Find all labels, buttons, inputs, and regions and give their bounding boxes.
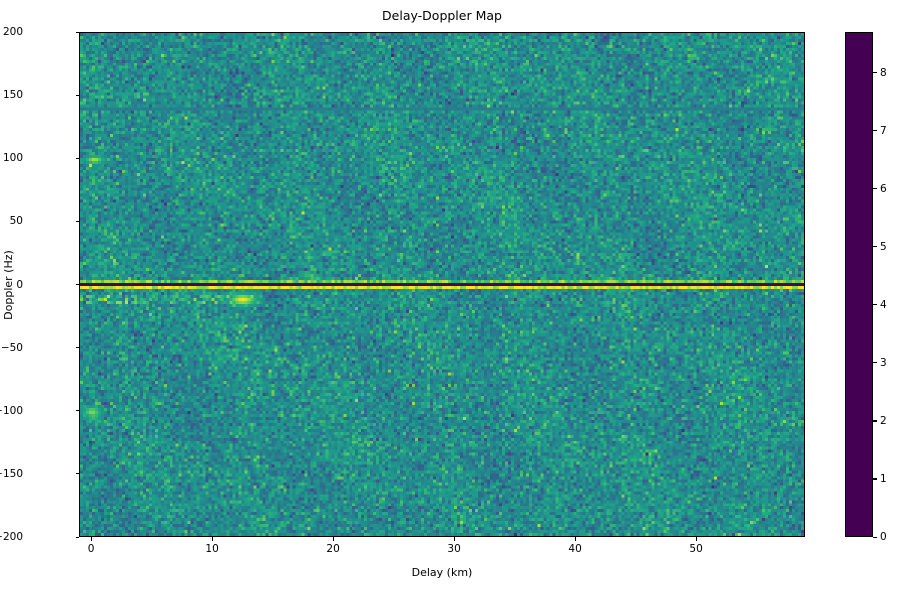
x-axis-label: Delay (km) (411, 566, 473, 579)
x-tick-mark (332, 537, 334, 541)
x-tick-mark (90, 537, 92, 541)
page-title: Delay-Doppler Map (382, 8, 502, 23)
colorbar-tick-mark (873, 304, 877, 306)
x-tick-label: 30 (447, 543, 461, 555)
y-tick-mark (75, 410, 79, 412)
x-tick-label: 20 (326, 543, 340, 555)
y-tick-mark (75, 220, 79, 222)
x-tick-mark (211, 537, 213, 541)
colorbar-tick-label: 0 (880, 531, 887, 543)
y-tick-label: 150 (2, 89, 23, 102)
delay-doppler-heatmap[interactable] (79, 32, 805, 537)
colorbar-tick-label: 1 (880, 472, 887, 485)
y-tick-label: −50 (0, 341, 23, 354)
colorbar-tick-label: 3 (880, 356, 887, 369)
heatmap-image (80, 33, 804, 536)
y-tick-mark (75, 473, 79, 475)
colorbar-tick-mark (873, 362, 877, 364)
colorbar-tick-mark (873, 188, 877, 190)
y-tick-mark (75, 536, 79, 538)
colorbar-tick-mark (873, 246, 877, 248)
x-tick-mark (453, 537, 455, 541)
colorbar[interactable] (845, 32, 873, 537)
y-tick-label: 0 (16, 278, 23, 291)
y-tick-mark (75, 94, 79, 96)
x-tick-label: 50 (689, 543, 703, 555)
y-tick-label: 200 (2, 26, 23, 38)
y-tick-mark (75, 347, 79, 349)
colorbar-tick-label: 8 (880, 66, 887, 79)
colorbar-tick-label: 7 (880, 124, 887, 137)
y-tick-label: 50 (9, 215, 23, 228)
y-tick-label: −200 (0, 531, 23, 543)
x-tick-mark (574, 537, 576, 541)
y-tick-label: −150 (0, 467, 23, 480)
y-tick-mark (75, 284, 79, 286)
colorbar-gradient (846, 33, 872, 536)
colorbar-tick-mark (873, 536, 877, 538)
x-tick-label: 0 (87, 543, 95, 555)
colorbar-tick-mark (873, 420, 877, 422)
y-tick-label: 100 (2, 152, 23, 165)
y-tick-mark (75, 31, 79, 33)
x-tick-label: 40 (568, 543, 582, 555)
y-tick-label: −100 (0, 404, 23, 417)
y-axis-label: Doppler (Hz) (2, 250, 15, 320)
colorbar-tick-mark (873, 72, 877, 74)
colorbar-tick-label: 4 (880, 298, 887, 311)
colorbar-tick-label: 5 (880, 240, 887, 253)
y-tick-mark (75, 157, 79, 159)
x-tick-mark (695, 537, 697, 541)
x-tick-label: 10 (205, 543, 219, 555)
colorbar-tick-mark (873, 478, 877, 480)
colorbar-tick-label: 6 (880, 182, 887, 195)
colorbar-tick-mark (873, 130, 877, 132)
colorbar-tick-label: 2 (880, 414, 887, 427)
